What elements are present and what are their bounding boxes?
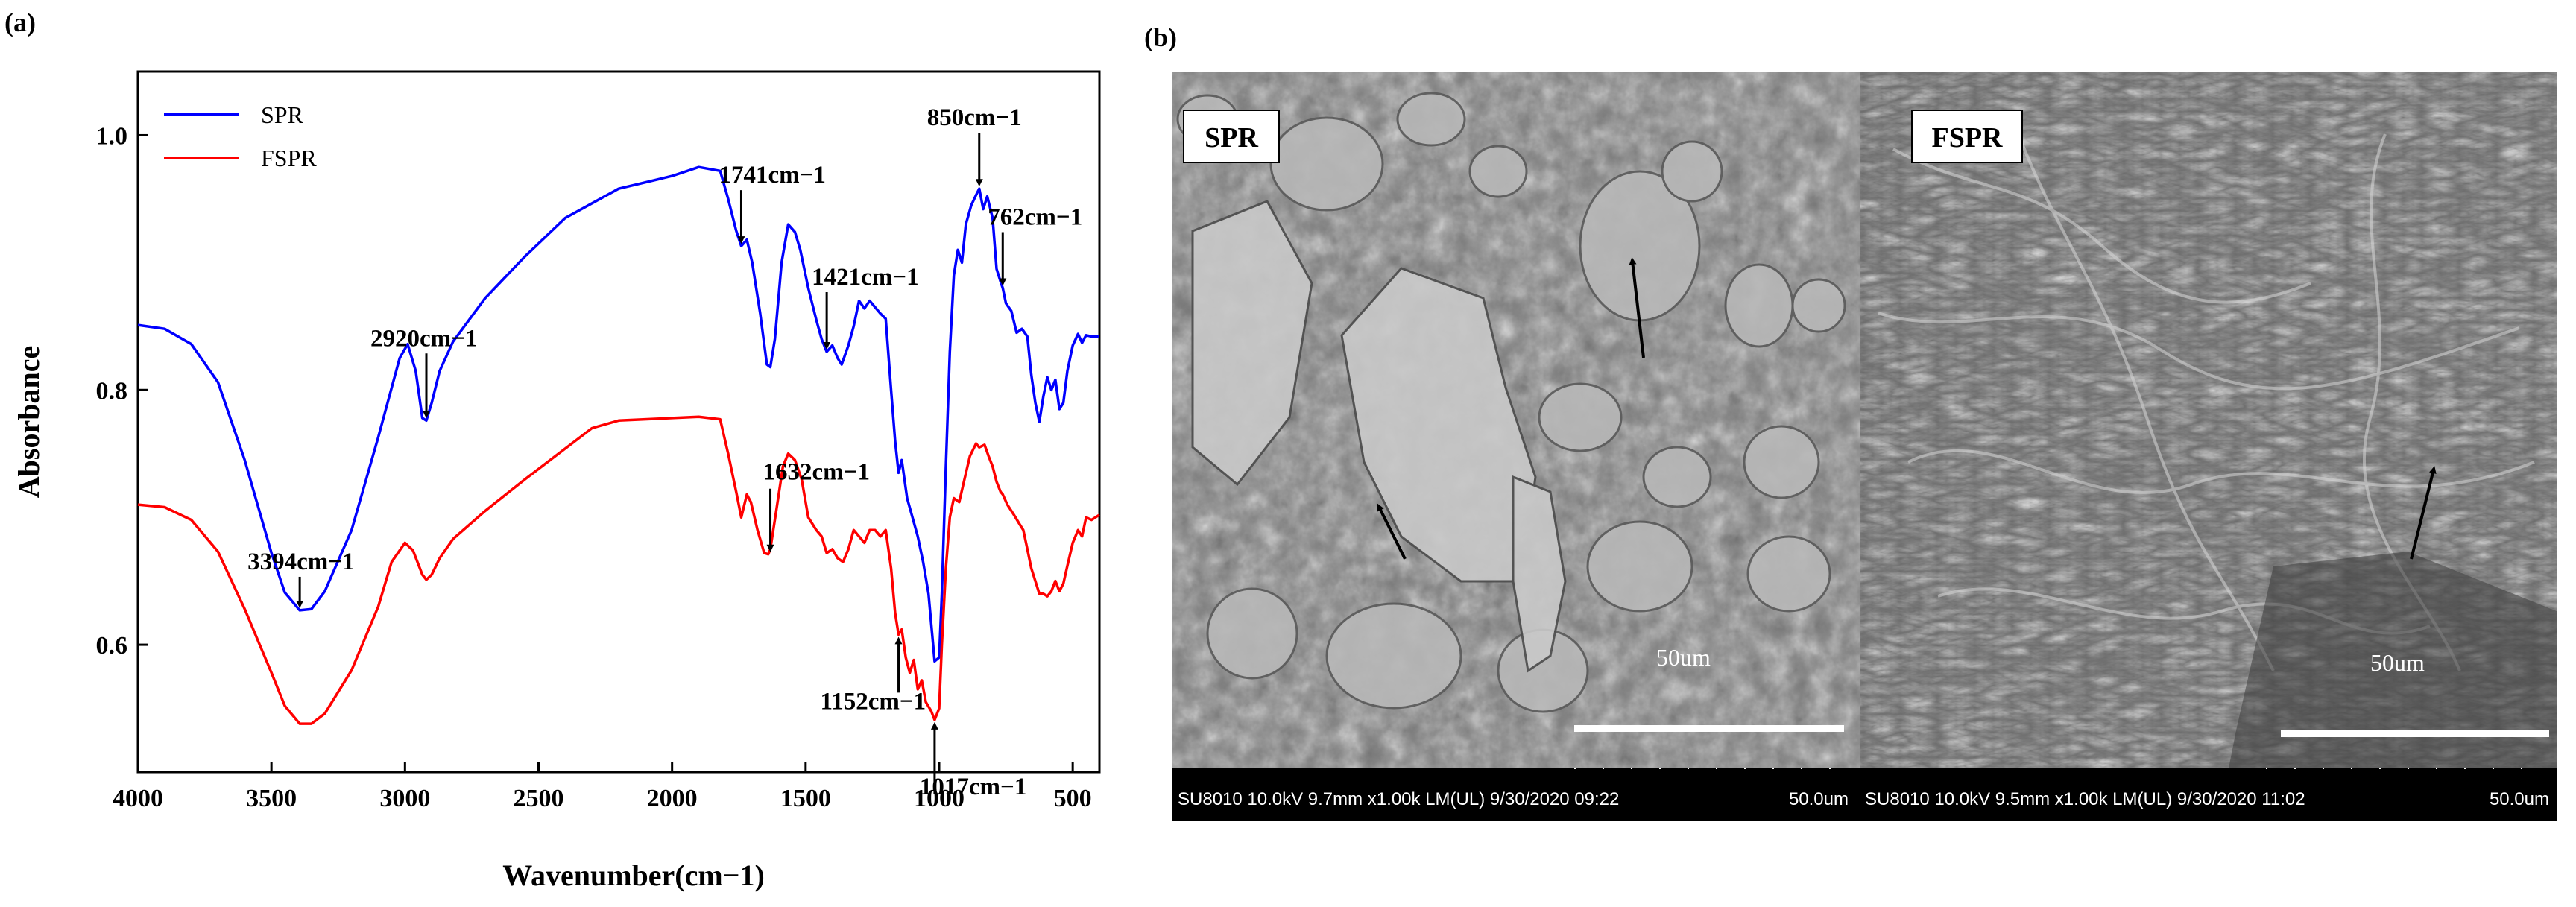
annotation-label: 1152cm−1: [821, 688, 926, 715]
annotation-label: 1741cm−1: [719, 162, 825, 189]
x-tick-label: 4000: [113, 785, 163, 812]
y-axis-ticks: 0.6 0.8 1.0: [96, 122, 148, 660]
y-tick-label: 1.0: [96, 122, 128, 150]
x-axis-ticks: 4000 3500 3000 2500 2000 1500 1000 500: [113, 762, 1092, 812]
legend: SPR FSPR: [164, 101, 317, 171]
panel-b-label: (b): [1144, 22, 1177, 52]
sem-status-fspr: SU8010 10.0kV 9.5mm x1.00k LM(UL) 9/30/2…: [1865, 789, 2305, 809]
scale-label-fspr: 50um: [2370, 649, 2425, 676]
y-tick-label: 0.8: [96, 377, 128, 405]
x-tick-label: 3000: [379, 785, 430, 812]
x-tick-label: 1500: [780, 785, 831, 812]
x-tick-label: 3500: [246, 785, 297, 812]
annotation-label: 3394cm−1: [247, 549, 354, 575]
panel-a-label: (a): [4, 7, 36, 37]
x-axis-title: Wavenumber(cm−1): [502, 859, 765, 892]
scale-bar-fspr: [2281, 730, 2549, 737]
annotation-label: 850cm−1: [927, 104, 1022, 131]
series-line-spr: [137, 165, 1099, 663]
annotations: 3394cm−1 2920cm−1 1741cm−1 1632cm−1 1421cm−1…: [247, 104, 1082, 800]
sem-tag-box-spr: [1183, 110, 1280, 163]
series-lines: [137, 165, 1100, 725]
sem-status-scale-fspr: 50.0um: [2490, 789, 2549, 809]
annotation-label: 1632cm−1: [763, 459, 870, 486]
annotation-label: 1017cm−1: [920, 774, 1026, 800]
scale-bar-spr: [1574, 725, 1844, 732]
x-tick-label: 2500: [514, 785, 564, 812]
x-tick-label: 500: [1054, 785, 1092, 812]
sem-tag-spr: SPR: [1205, 122, 1258, 154]
legend-label-spr: SPR: [261, 101, 304, 128]
legend-label-fspr: FSPR: [261, 145, 317, 171]
sem-status-spr: SU8010 10.0kV 9.7mm x1.00k LM(UL) 9/30/2…: [1178, 789, 1619, 809]
sem-status-bar-fspr: [1860, 768, 2557, 821]
annotation-label: 1421cm−1: [812, 264, 918, 291]
ftir-chart: 0.6 0.8 1.0 4000 3500 3000 2500 2000 1500 1000 50…: [12, 70, 1101, 892]
sem-particles: [1176, 92, 1846, 713]
y-tick-label: 0.6: [96, 632, 128, 660]
series-line-fspr: [137, 415, 1100, 725]
sem-status-scale-spr: 50.0um: [1789, 789, 1849, 809]
sem-tag-box-fspr: [1911, 110, 2023, 163]
sem-image-spr: SPR 50um SU8010 10.0kV 9.7mm x1.00k LM(U…: [1172, 72, 1860, 821]
x-tick-label: 1000: [914, 785, 965, 812]
x-tick-label: 2000: [647, 785, 698, 812]
annotation-label: 2920cm−1: [370, 325, 477, 352]
sem-flakes: [1191, 200, 1567, 673]
scale-label-spr: 50um: [1656, 644, 1711, 671]
sem-tag-fspr: FSPR: [1932, 122, 2004, 154]
annotation-label: 762cm−1: [988, 204, 1082, 231]
sem-status-bar-spr: [1172, 768, 1860, 821]
y-axis-title: Absorbance: [12, 346, 45, 498]
sem-image-fspr: FSPR 50um SU8010 10.0kV 9.5mm x1.00k LM(…: [1860, 72, 2557, 821]
